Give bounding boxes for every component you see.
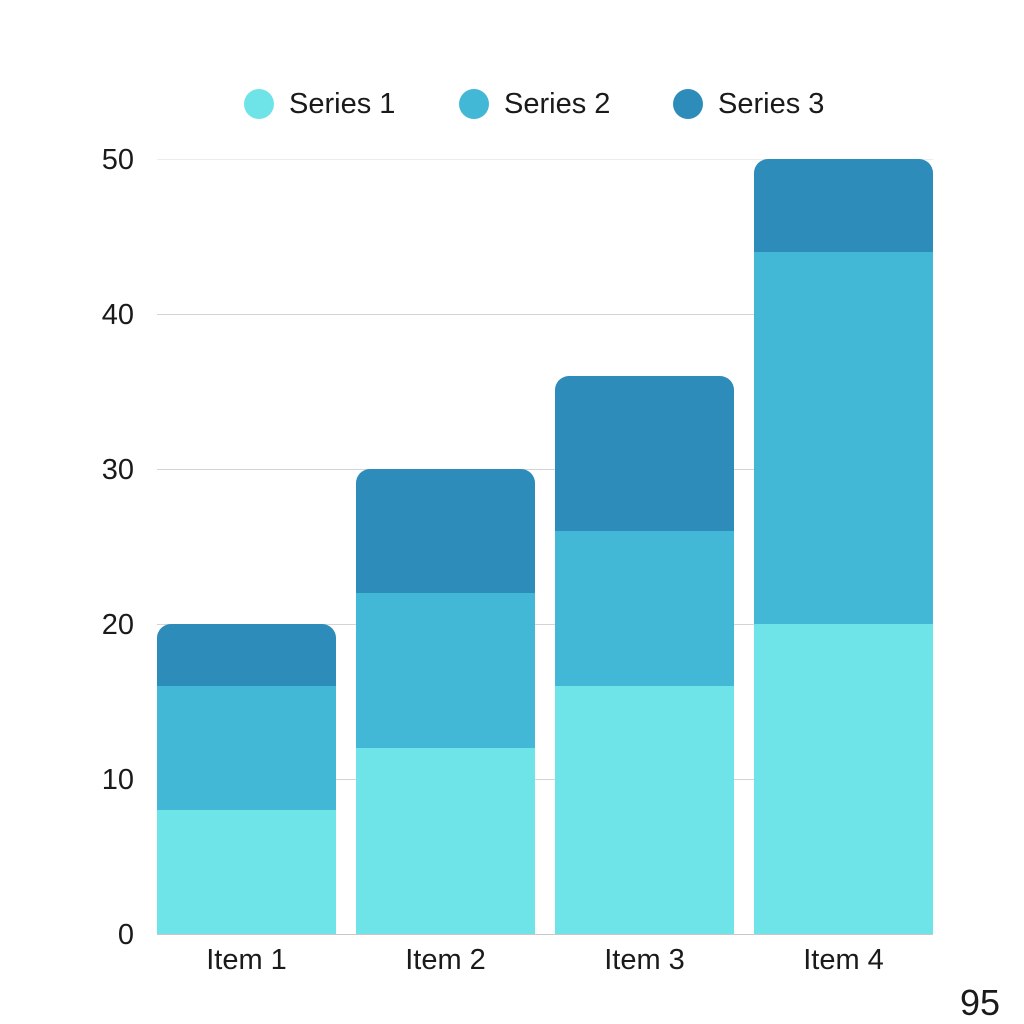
bar-item-2	[356, 469, 535, 934]
legend-swatch-series-3	[673, 89, 703, 119]
gridline-30	[157, 469, 933, 470]
bar-segment-series-1	[555, 686, 734, 934]
bar-segment-series-3	[157, 624, 336, 686]
bar-segment-series-2	[754, 252, 933, 624]
bar-item-3	[555, 376, 734, 934]
y-tick-label: 0	[117, 919, 134, 951]
legend-label: Series 2	[504, 87, 611, 120]
chart-legend: Series 1 Series 2 Series 3	[0, 84, 1024, 124]
bar-segment-series-1	[157, 810, 336, 934]
x-tick-label: Item 3	[604, 944, 685, 976]
bar-segment-series-1	[754, 624, 933, 934]
y-tick-label: 30	[101, 454, 134, 486]
y-tick-label: 40	[101, 299, 134, 331]
legend-label: Series 3	[718, 87, 825, 120]
x-tick-label: Item 2	[405, 944, 486, 976]
y-tick-label: 10	[101, 764, 134, 796]
legend-swatch-series-2	[459, 89, 489, 119]
legend-swatch-series-1	[244, 89, 274, 119]
x-tick-label: Item 4	[803, 944, 884, 976]
legend-item-series-3: Series 3	[673, 84, 824, 124]
bar-segment-series-2	[356, 593, 535, 748]
legend-label: Series 1	[289, 87, 396, 120]
bar-segment-series-3	[356, 469, 535, 593]
gridline-10	[157, 779, 933, 780]
legend-item-series-1: Series 1	[244, 84, 395, 124]
y-tick-label: 50	[101, 144, 134, 176]
legend-item-series-2: Series 2	[459, 84, 610, 124]
x-axis-line	[157, 934, 933, 935]
gridline-50	[157, 159, 933, 160]
gridline-40	[157, 314, 933, 315]
bar-segment-series-1	[356, 748, 535, 934]
bar-item-4	[754, 159, 933, 934]
bar-segment-series-3	[555, 376, 734, 531]
bar-item-1	[157, 624, 336, 934]
gridline-20	[157, 624, 933, 625]
y-tick-label: 20	[101, 609, 134, 641]
bar-segment-series-2	[157, 686, 336, 810]
x-tick-label: Item 1	[206, 944, 287, 976]
bar-segment-series-2	[555, 531, 734, 686]
bar-segment-series-3	[754, 159, 933, 252]
page-number: 95	[959, 982, 1000, 1023]
